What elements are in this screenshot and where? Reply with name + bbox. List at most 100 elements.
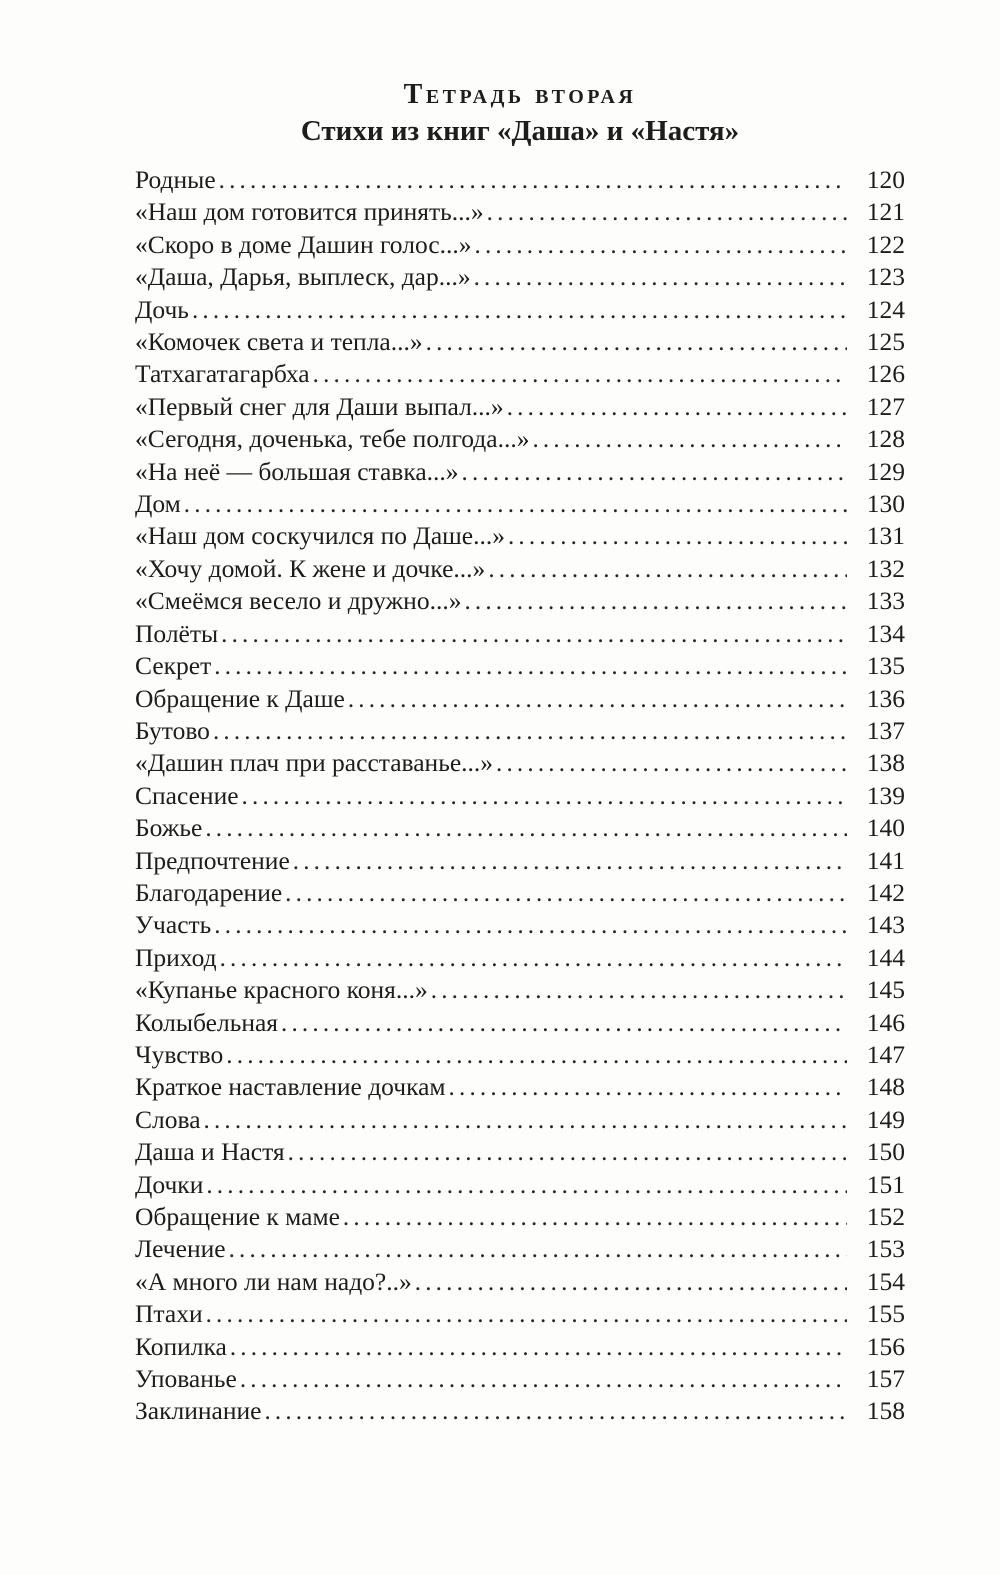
toc-entry: Копилка 156 [135,1331,905,1363]
toc-entry-title: Предпочтение [135,845,290,875]
toc-entry-title: Дочь [135,294,189,324]
toc-entry-title: «Наш дом готовится принять...» [135,197,484,227]
toc-entry-page: 134 [866,618,905,648]
toc-entry-title: «Купанье красного коня...» [135,975,428,1005]
toc-entry: Колыбельная 146 [135,1007,905,1039]
dot-leader [426,326,847,358]
toc-entry-page: 137 [866,715,905,745]
toc-entry-title: «Первый снег для Даши выпал...» [135,391,504,421]
toc-entry-title: Упованье [135,1364,237,1394]
toc-entry-page: 140 [866,813,905,843]
dot-leader [221,618,847,650]
dot-leader [192,294,847,326]
toc-entry-page: 147 [866,1039,905,1069]
dot-leader [226,1039,847,1071]
toc-entry-title: «Сегодня, доченька, тебе полгода...» [135,424,530,454]
toc-entry-title: Татхагатагарбха [135,359,310,389]
dot-leader [206,1298,847,1330]
dot-leader [449,1071,847,1103]
toc-entry-title: Чувство [135,1039,224,1069]
toc-entry: «Сегодня, доченька, тебе полгода...» 128 [135,423,905,455]
dot-leader [205,812,847,844]
toc-entry: «Комочек света и тепла...» 125 [135,326,905,358]
dot-leader [415,1266,847,1298]
toc-entry: Участь 143 [135,909,905,941]
toc-entry-title: Приход [135,942,217,972]
toc-entry: Дочь 124 [135,294,905,326]
dot-leader [462,456,847,488]
dot-leader [264,1395,847,1427]
dot-leader [184,488,847,520]
toc-entry-page: 131 [866,521,905,551]
toc-entry: Дочки 151 [135,1169,905,1201]
dot-leader [230,1331,847,1363]
dot-leader [507,391,847,423]
toc-entry-page: 133 [866,586,905,616]
dot-leader [281,1007,847,1039]
toc-entry-title: Бутово [135,715,210,745]
toc-entry-title: «Хочу домой. К жене и дочке...» [135,553,486,583]
toc-entry-title: Секрет [135,651,212,681]
dot-leader [348,683,847,715]
toc-entry: «Первый снег для Даши выпал...» 127 [135,391,905,423]
dot-leader [343,1201,847,1233]
section-subheading: Стихи из книг «Даша» и «Настя» [300,115,740,147]
dot-leader [242,780,847,812]
toc-entry-page: 149 [866,1104,905,1134]
toc-entry-page: 141 [866,845,905,875]
toc-entry: Секрет 135 [135,650,905,682]
dot-leader [288,1136,847,1168]
toc-entry-title: Благодарение [135,877,283,907]
toc-entry: «Даша, Дарья, выплеск, дар...» 123 [135,261,905,293]
toc-entry-page: 154 [866,1266,905,1296]
toc-entry-page: 155 [866,1299,905,1329]
toc-entry-page: 129 [866,456,905,486]
toc-entry: «Скоро в доме Дашин голос...» 122 [135,229,905,261]
toc-entry-page: 126 [866,359,905,389]
toc-entry-page: 128 [866,424,905,454]
toc-entry-title: «На неё — большая ставка...» [135,456,459,486]
toc-entry: «Смеёмся весело и дружно...» 133 [135,585,905,617]
toc-entry: Благодарение 142 [135,877,905,909]
dot-leader [206,1169,847,1201]
toc-entry: Слова 149 [135,1104,905,1136]
toc-entry-page: 156 [866,1331,905,1361]
toc-entry-title: Птахи [135,1299,203,1329]
dot-leader [213,715,847,747]
toc-entry: Дом 130 [135,488,905,520]
toc-entry-page: 151 [866,1169,905,1199]
toc-entry-title: Обращение к Даше [135,683,345,713]
toc-list: Родные 120 «Наш дом готовится принять...… [135,164,905,1428]
toc-entry-page: 150 [866,1137,905,1167]
toc-entry-title: Обращение к маме [135,1202,340,1231]
toc-entry-page: 122 [866,229,905,259]
dot-leader [285,877,847,909]
dot-leader [508,520,847,552]
dot-leader [496,747,847,779]
dot-leader [487,196,847,228]
toc-entry-title: Заклинание [135,1396,262,1426]
toc-entry-title: «Наш дом соскучился по Даше...» [135,521,505,551]
toc-entry: Полёты 134 [135,618,905,650]
dot-leader [532,423,847,455]
toc-entry-page: 124 [866,294,905,324]
toc-entry: «Наш дом соскучился по Даше...» 131 [135,520,905,552]
toc-entry-page: 142 [866,877,905,907]
toc-entry-title: «Скоро в доме Дашин голос...» [135,229,472,259]
toc-entry-page: 127 [866,391,905,421]
toc-entry: Чувство 147 [135,1039,905,1071]
toc-entry-page: 152 [866,1202,905,1231]
dot-leader [240,1363,847,1395]
toc-entry-title: Даша и Настя [135,1137,285,1167]
toc-entry: Родные 120 [135,164,905,196]
toc-entry-page: 121 [866,197,905,227]
toc-entry: Заклинание 158 [135,1395,905,1427]
toc-entry-page: 139 [866,780,905,810]
toc-entry-page: 144 [866,942,905,972]
toc-entry: Краткое наставление дочкам 148 [135,1071,905,1103]
toc-entry-title: Участь [135,910,212,940]
toc-entry-page: 132 [866,553,905,583]
toc-entry: Приход 144 [135,942,905,974]
toc-entry-page: 125 [866,327,905,357]
toc-entry: Спасение 139 [135,780,905,812]
